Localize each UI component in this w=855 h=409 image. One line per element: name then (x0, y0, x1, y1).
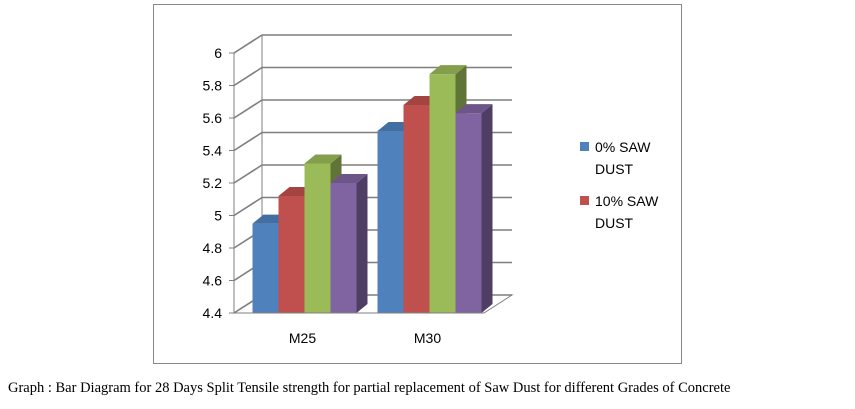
legend-label: DUST (595, 161, 634, 177)
bar-front (278, 196, 305, 313)
chart-frame: 4.4 4.6 4.8 5 5.2 5.4 5.6 5.8 6 M25 M30 0% SAW DUS… (153, 4, 682, 364)
bar-side (356, 174, 368, 313)
gridline-side (233, 164, 263, 184)
legend-item: 0% SAW DUST (580, 139, 651, 177)
y-tick-label: 5.4 (203, 143, 223, 159)
gridline-side (233, 34, 263, 54)
bar-chart: 4.4 4.6 4.8 5 5.2 5.4 5.6 5.8 6 M25 M30 0% SAW DUS… (203, 34, 659, 346)
figure-caption: Graph : Bar Diagram for 28 Days Split Te… (8, 380, 731, 396)
bar-front (429, 74, 456, 313)
y-axis-ticks: 4.4 4.6 4.8 5 5.2 5.4 5.6 5.8 6 (203, 45, 235, 321)
gridline-side (233, 99, 263, 119)
x-category-label: M25 (289, 330, 316, 346)
bar-top (304, 154, 342, 164)
legend-item: 10% SAW DUST (580, 193, 659, 231)
bar-front (304, 163, 331, 313)
legend-label: 0% SAW (595, 139, 651, 155)
y-tick-label: 6 (214, 45, 222, 61)
x-axis-categories: M25 M30 (289, 330, 441, 346)
legend-label: DUST (595, 215, 634, 231)
y-tick-label: 5.6 (203, 110, 223, 126)
bars (234, 65, 493, 314)
legend-label: 10% SAW (595, 193, 659, 209)
bar-front (377, 131, 404, 313)
gridline-side (233, 196, 263, 217)
y-tick-label: 5 (214, 208, 222, 224)
y-tick-label: 4.6 (203, 273, 223, 289)
y-tick-label: 4.4 (203, 305, 223, 321)
bar-front (403, 105, 430, 313)
bar-top (429, 65, 467, 75)
bar-top (455, 104, 493, 114)
gridline-side (233, 66, 263, 87)
bar-front (252, 223, 279, 313)
bar-top (330, 174, 368, 183)
legend-swatch (580, 196, 589, 205)
y-tick-label: 5.2 (203, 175, 223, 191)
gridline-side (233, 131, 263, 152)
legend-swatch (580, 142, 589, 151)
y-tick-label: 5.8 (203, 78, 223, 94)
bar-m30-series-3 (455, 104, 493, 313)
legend: 0% SAW DUST 10% SAW DUST (580, 139, 659, 231)
bar-front (330, 183, 357, 313)
x-category-label: M30 (414, 330, 441, 346)
bar-m25-series-3 (330, 174, 368, 313)
bar-side (481, 104, 493, 313)
y-tick-label: 4.8 (203, 240, 223, 256)
bar-front (455, 113, 482, 313)
